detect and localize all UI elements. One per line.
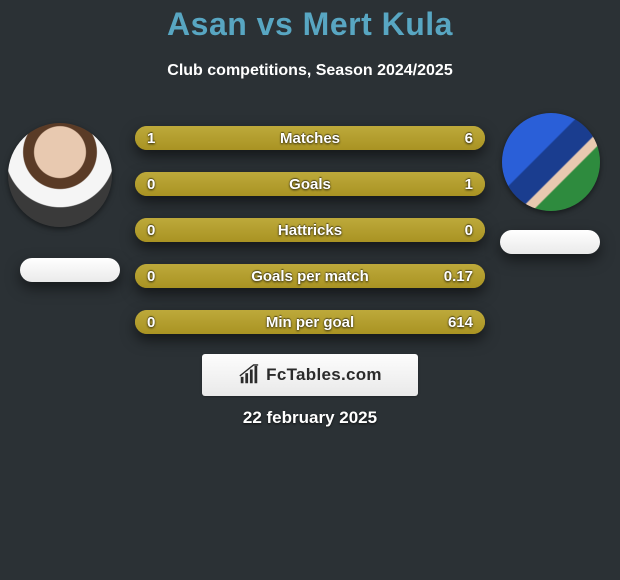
bar-fill-left — [135, 218, 310, 242]
stat-value-right: 1 — [465, 176, 473, 193]
logo-box: FcTables.com — [202, 354, 418, 396]
player-left-avatar — [8, 123, 112, 227]
stat-value-left: 0 — [147, 314, 155, 331]
stat-row: 0 Goals per match 0.17 — [135, 264, 485, 288]
player-left-badge — [20, 258, 120, 282]
stat-value-left: 1 — [147, 130, 155, 147]
subtitle: Club competitions, Season 2024/2025 — [0, 62, 620, 80]
bar-fill-right — [135, 310, 485, 334]
comparison-card: Asan vs Mert Kula Club competitions, Sea… — [0, 0, 620, 580]
player-right-avatar — [502, 113, 600, 211]
stat-row: 0 Hattricks 0 — [135, 218, 485, 242]
date-line: 22 february 2025 — [0, 408, 620, 428]
stat-row: 0 Goals 1 — [135, 172, 485, 196]
stat-value-right: 6 — [465, 130, 473, 147]
bar-fill-right — [184, 126, 485, 150]
player-right-badge — [500, 230, 600, 254]
bar-fill-right — [135, 264, 485, 288]
stat-value-left: 0 — [147, 222, 155, 239]
page-title: Asan vs Mert Kula — [0, 6, 620, 43]
stat-row: 1 Matches 6 — [135, 126, 485, 150]
stat-value-left: 0 — [147, 176, 155, 193]
stat-bars: 1 Matches 6 0 Goals 1 0 Hattricks 0 0 Go… — [135, 126, 485, 356]
stat-value-left: 0 — [147, 268, 155, 285]
bar-fill-right — [135, 172, 485, 196]
bar-fill-right — [310, 218, 485, 242]
stat-row: 0 Min per goal 614 — [135, 310, 485, 334]
logo-text: FcTables.com — [266, 365, 382, 385]
stat-value-right: 0 — [465, 222, 473, 239]
stat-value-right: 0.17 — [444, 268, 473, 285]
stat-value-right: 614 — [448, 314, 473, 331]
chart-icon — [238, 364, 260, 386]
bar-fill-left — [135, 126, 184, 150]
